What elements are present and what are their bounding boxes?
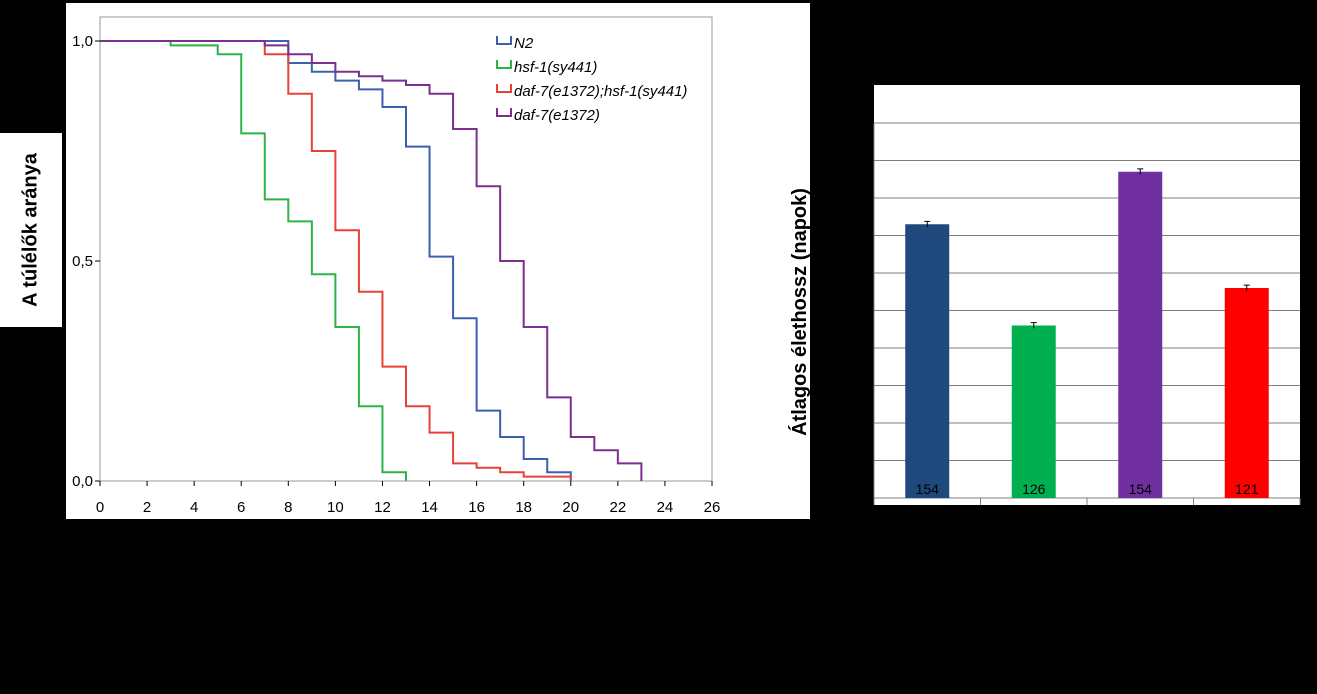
y-tick-label: 0,5 [72, 253, 93, 270]
x-tick-label: 4 [190, 499, 198, 516]
survival-chart: 0,00,51,00 2 4 6 8 10 12 14 16 18 20 22 24 26N2hsf-1(… [66, 3, 810, 519]
x-tick-label: 0 [96, 499, 104, 516]
x-tick-label: 26 [704, 499, 721, 516]
legend-swatch [496, 60, 512, 69]
x-tick-label: 10 [327, 499, 344, 516]
bar [1118, 171, 1163, 498]
bar-count-label: 121 [1235, 481, 1259, 497]
bar [1011, 325, 1056, 498]
bar [1224, 288, 1269, 498]
bar-count-label: 154 [916, 481, 940, 497]
x-tick-label: 6 [237, 499, 245, 516]
bar [905, 224, 950, 498]
survival-curve-2 [100, 40, 407, 481]
bar-count-label: 126 [1022, 481, 1046, 497]
survival-curve-4 [100, 40, 643, 481]
legend-label: daf-7(e1372);hsf-1(sy441) [514, 83, 687, 100]
y-tick-label: 1,0 [72, 33, 93, 50]
legend-label: daf-7(e1372) [514, 107, 600, 124]
bar-y-axis-label: Átlagos élethossz (napok) [788, 188, 811, 436]
lifespan-bar-chart: 154 126 154 121 Átlagos élethossz (napok) [788, 85, 1301, 505]
x-tick-label: 18 [515, 499, 532, 516]
x-tick-label: 22 [610, 499, 627, 516]
legend-swatch [496, 84, 512, 93]
x-tick-label: 16 [468, 499, 485, 516]
x-tick-label: 2 [143, 499, 151, 516]
x-tick-label: 24 [657, 499, 674, 516]
legend-label: hsf-1(sy441) [514, 59, 597, 76]
survival-curve-1 [100, 40, 572, 481]
x-tick-label: 14 [421, 499, 438, 516]
x-tick-label: 20 [562, 499, 579, 516]
survival-curve-3 [100, 40, 572, 481]
left-y-axis-label-box: A túlélők aránya [0, 133, 62, 327]
survival-chart-background [66, 3, 810, 519]
legend-label: N2 [514, 35, 534, 52]
x-tick-label: 8 [284, 499, 292, 516]
legend-swatch [496, 108, 512, 117]
bar-count-label: 154 [1129, 481, 1153, 497]
y-tick-label: 0,0 [72, 473, 93, 490]
x-tick-label: 12 [374, 499, 391, 516]
legend-swatch [496, 36, 512, 45]
